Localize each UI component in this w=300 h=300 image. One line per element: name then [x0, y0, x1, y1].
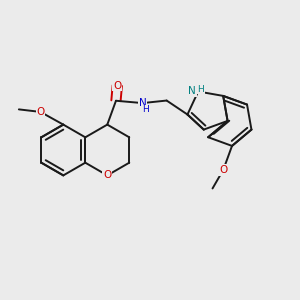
Text: O: O: [113, 81, 122, 91]
Text: N: N: [139, 98, 146, 108]
Text: H: H: [197, 85, 204, 94]
Text: O: O: [103, 170, 111, 180]
Text: O: O: [36, 107, 45, 117]
Text: N: N: [188, 86, 196, 97]
Text: H: H: [142, 105, 149, 114]
Text: O: O: [219, 165, 227, 175]
